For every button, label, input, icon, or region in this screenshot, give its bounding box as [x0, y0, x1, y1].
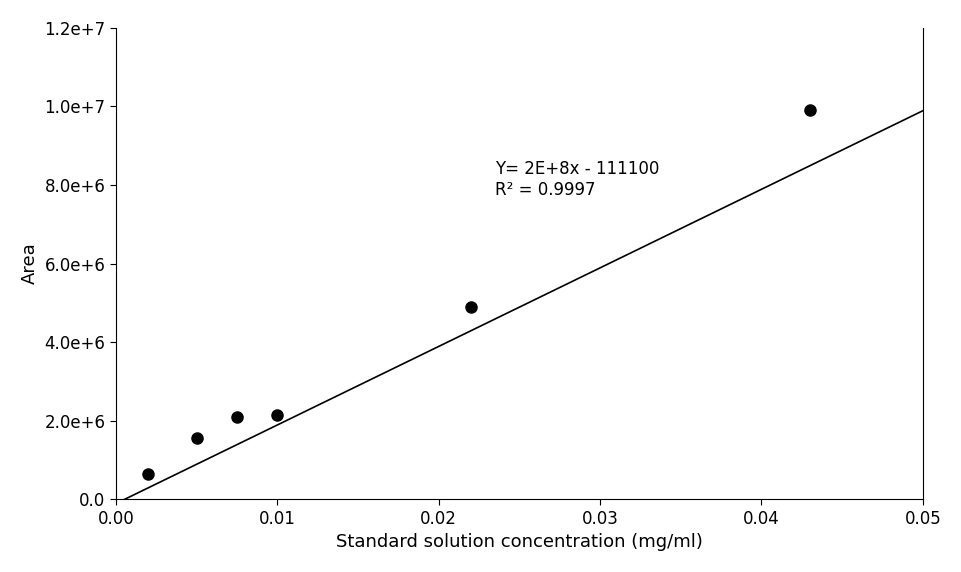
- Y-axis label: Area: Area: [21, 243, 38, 284]
- Point: [463, 302, 479, 311]
- Point: [269, 410, 284, 419]
- Point: [801, 106, 817, 115]
- Point: [140, 469, 156, 478]
- Text: Y= 2E+8x - 111100
R² = 0.9997: Y= 2E+8x - 111100 R² = 0.9997: [495, 160, 659, 198]
- Point: [188, 434, 204, 443]
- X-axis label: Standard solution concentration (mg/ml): Standard solution concentration (mg/ml): [335, 533, 702, 551]
- Point: [229, 412, 244, 422]
